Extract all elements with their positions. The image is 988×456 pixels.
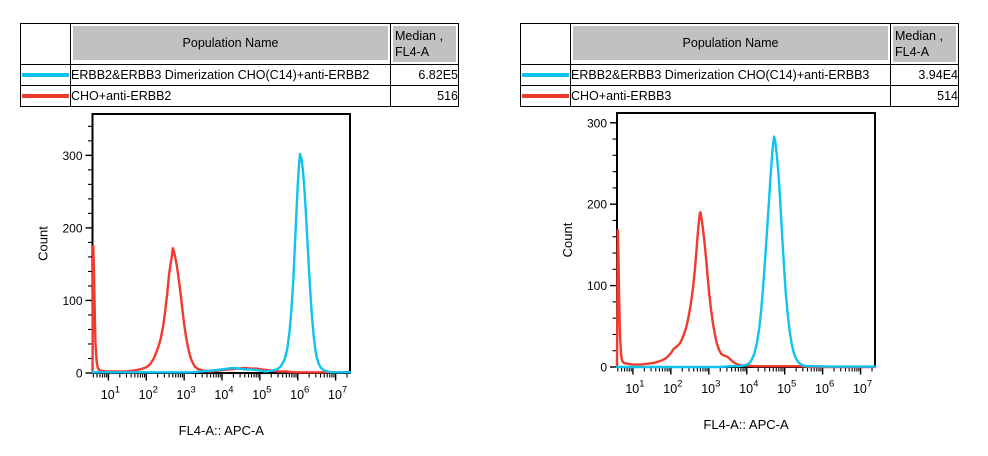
plot-frame bbox=[91, 113, 351, 374]
median-value-cell: 6.82E5 bbox=[390, 64, 459, 86]
table-header-row: Population Name Median , FL4-A bbox=[520, 23, 959, 65]
series-swatch-cell bbox=[20, 85, 71, 107]
table-header-row: Population Name Median , FL4-A bbox=[20, 23, 459, 65]
series-swatch-cell bbox=[520, 85, 571, 107]
x-tick-label: 104 bbox=[214, 385, 233, 403]
cyan-series-swatch bbox=[22, 73, 69, 77]
y-axis-title: Count bbox=[36, 226, 51, 261]
population-name-header-label: Population Name bbox=[182, 36, 279, 50]
x-tick-label: 107 bbox=[853, 379, 872, 397]
x-tick-label: 101 bbox=[101, 385, 120, 403]
y-tick-label: 0 bbox=[600, 361, 607, 375]
table-row: CHO+anti-ERBB2 516 bbox=[20, 85, 459, 107]
histogram-curve bbox=[615, 211, 877, 369]
x-tick-label: 106 bbox=[815, 379, 834, 397]
y-tick-label: 200 bbox=[62, 221, 82, 235]
x-tick-label: 107 bbox=[328, 385, 347, 403]
y-tick-label: 200 bbox=[587, 198, 607, 212]
plot-frame bbox=[616, 112, 876, 368]
median-header: Median , FL4-A bbox=[890, 23, 959, 65]
median-header-line2: FL4-A bbox=[895, 45, 930, 59]
red-series-swatch bbox=[22, 94, 69, 98]
median-value-cell: 3.94E4 bbox=[890, 64, 959, 86]
median-header-line1: Median , bbox=[395, 29, 443, 43]
y-tick-label: 100 bbox=[587, 279, 607, 293]
y-axis-title: Count bbox=[560, 222, 575, 257]
x-tick-label: 102 bbox=[139, 385, 158, 403]
y-tick-label: 300 bbox=[587, 116, 607, 130]
histogram-curve bbox=[615, 135, 877, 369]
x-tick-label: 102 bbox=[663, 379, 682, 397]
x-tick-label: 103 bbox=[701, 379, 720, 397]
population-table-right: Population Name Median , FL4-A ERBB2&ERB… bbox=[520, 23, 959, 107]
population-table-left: Population Name Median , FL4-A ERBB2&ERB… bbox=[20, 23, 459, 107]
population-name-header: Population Name bbox=[70, 23, 391, 65]
table-row: ERBB2&ERBB3 Dimerization CHO(C14)+anti-E… bbox=[520, 64, 959, 86]
x-tick-label: 105 bbox=[777, 379, 796, 397]
x-axis-title: FL4-A:: APC-A bbox=[703, 417, 789, 432]
median-header: Median , FL4-A bbox=[390, 23, 459, 65]
x-tick-label: 105 bbox=[252, 385, 271, 403]
y-tick-label: 300 bbox=[62, 149, 82, 163]
x-tick-label: 101 bbox=[625, 379, 644, 397]
x-tick-label: 106 bbox=[290, 385, 309, 403]
median-header-line2: FL4-A bbox=[395, 45, 430, 59]
table-row: ERBB2&ERBB3 Dimerization CHO(C14)+anti-E… bbox=[20, 64, 459, 86]
median-header-line1: Median , bbox=[895, 29, 943, 43]
median-value-cell: 516 bbox=[390, 85, 459, 107]
y-tick-label: 0 bbox=[76, 367, 83, 381]
table-row: CHO+anti-ERBB3 514 bbox=[520, 85, 959, 107]
x-tick-label: 104 bbox=[739, 379, 758, 397]
swatch-header-cell bbox=[520, 23, 571, 65]
series-swatch-cell bbox=[20, 64, 71, 86]
y-tick-label: 100 bbox=[62, 294, 82, 308]
population-name-header: Population Name bbox=[570, 23, 891, 65]
x-axis-title: FL4-A:: APC-A bbox=[179, 423, 265, 438]
x-tick-label: 103 bbox=[177, 385, 196, 403]
population-name-header-label: Population Name bbox=[682, 36, 779, 50]
population-name-cell: ERBB2&ERBB3 Dimerization CHO(C14)+anti-E… bbox=[70, 64, 391, 86]
population-name-cell: ERBB2&ERBB3 Dimerization CHO(C14)+anti-E… bbox=[570, 64, 891, 86]
left-histogram-chart: 0 100 200 300 101 102 103 104 105 106 107 Count FL4-… bbox=[36, 113, 352, 438]
swatch-header-cell bbox=[20, 23, 71, 65]
red-series-swatch bbox=[522, 94, 569, 98]
population-name-cell: CHO+anti-ERBB3 bbox=[570, 85, 891, 107]
right-histogram-chart: 0 100 200 300 101 102 103 104 105 106 107 Count FL4-… bbox=[560, 112, 877, 432]
cyan-series-swatch bbox=[522, 73, 569, 77]
histogram-curve bbox=[91, 152, 352, 374]
median-value-cell: 514 bbox=[890, 85, 959, 107]
series-swatch-cell bbox=[520, 64, 571, 86]
population-name-cell: CHO+anti-ERBB2 bbox=[70, 85, 391, 107]
